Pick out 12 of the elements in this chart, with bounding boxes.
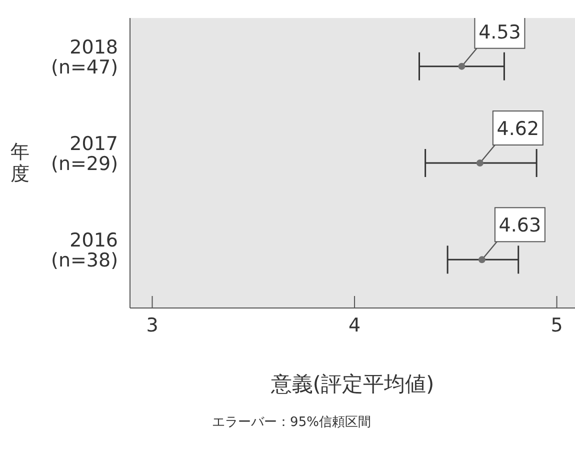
x-tick-label: 4: [348, 314, 361, 336]
data-label: 4.63: [498, 214, 542, 237]
y-axis-title: 年度: [10, 141, 30, 185]
x-tick-label: 3: [146, 314, 158, 336]
y-tick-label: 2017 (n=29): [51, 133, 118, 175]
y-tick-label: 2018 (n=47): [51, 36, 118, 78]
x-axis-title: 意義(評定平均値): [270, 372, 434, 396]
y-tick-label: 2016 (n=38): [51, 230, 118, 272]
data-label: 4.62: [496, 118, 540, 140]
text: エラーバー：95%信頼区間: [211, 414, 372, 431]
data-label: 4.53: [478, 21, 521, 44]
x-tick-label: 5: [550, 314, 563, 336]
